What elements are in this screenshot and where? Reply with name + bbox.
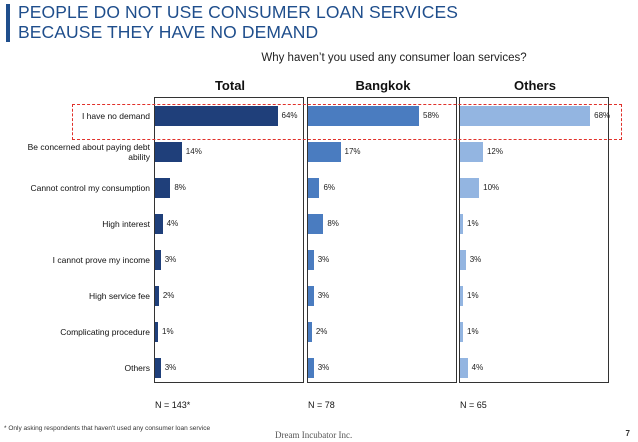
data-label: 6% <box>323 183 336 192</box>
bar <box>308 214 324 234</box>
bar <box>308 178 320 198</box>
category-label-line: High interest <box>102 219 150 229</box>
data-label: 3% <box>317 255 330 264</box>
category-label-line: ability <box>128 152 150 162</box>
footnote: * Only asking respondents that haven't u… <box>4 425 211 432</box>
category-label-line: Be concerned about paying debt <box>27 142 150 152</box>
category-label: High interest <box>0 219 150 229</box>
data-label: 68% <box>594 111 611 120</box>
bar <box>460 106 591 126</box>
survey-question: Why haven’t you used any consumer loan s… <box>261 52 527 64</box>
panel-title: Total <box>214 78 246 93</box>
title-line-2: BECAUSE THEY HAVE NO DEMAND <box>18 22 319 42</box>
data-label: 1% <box>467 327 479 336</box>
data-label: 8% <box>327 219 339 228</box>
bar <box>460 250 466 270</box>
bar <box>155 322 158 342</box>
category-label-line: Cannot control my consumption <box>30 183 150 193</box>
bar <box>460 142 483 162</box>
data-label: 12% <box>486 147 503 156</box>
bar <box>308 142 341 162</box>
bar <box>155 142 182 162</box>
page-number: 7 <box>625 429 630 438</box>
data-label: 14% <box>185 147 202 156</box>
bar <box>460 286 463 306</box>
category-label: Complicating procedure <box>0 327 150 337</box>
bar <box>155 106 278 126</box>
category-label: I cannot prove my income <box>0 255 150 265</box>
category-label-line: Complicating procedure <box>60 327 150 337</box>
sample-size-label: N = 143* <box>155 400 191 410</box>
category-label-line: I have no demand <box>81 111 150 121</box>
panel-title: Others <box>514 78 556 93</box>
data-label: 64% <box>281 111 298 120</box>
data-label: 8% <box>174 183 186 192</box>
highlight-dashed-box <box>72 104 622 140</box>
bar <box>460 358 468 378</box>
bar <box>308 286 314 306</box>
category-label-line: I cannot prove my income <box>52 255 150 265</box>
data-label: 4% <box>166 219 179 228</box>
category-label: I have no demand <box>0 111 150 121</box>
title-accent-bar <box>6 4 10 42</box>
data-label: 1% <box>162 327 174 336</box>
data-label: 4% <box>471 363 484 372</box>
bar <box>460 178 480 198</box>
category-label: Be concerned about paying debt ability <box>0 142 150 162</box>
data-label: 3% <box>317 291 330 300</box>
data-label: 10% <box>483 183 500 192</box>
bar <box>155 286 159 306</box>
bar <box>308 322 312 342</box>
bar <box>460 214 463 234</box>
data-label: 2% <box>162 291 175 300</box>
bar <box>460 322 463 342</box>
data-label: 3% <box>164 363 177 372</box>
bar <box>155 250 161 270</box>
category-label: Cannot control my consumption <box>0 183 150 193</box>
company-name: Dream Incubator Inc. <box>275 430 353 440</box>
bar <box>155 358 161 378</box>
data-label: 1% <box>467 291 479 300</box>
bar <box>155 178 171 198</box>
data-label: 3% <box>164 255 177 264</box>
panel-frame <box>307 97 457 383</box>
category-label-line: High service fee <box>89 291 150 301</box>
data-label: 2% <box>315 327 328 336</box>
data-label: 3% <box>469 255 482 264</box>
bar <box>308 250 314 270</box>
category-label-line: Others <box>124 363 150 373</box>
sample-size-label: N = 65 <box>460 400 487 410</box>
title-line-1: PEOPLE DO NOT USE CONSUMER LOAN SERVICES <box>18 2 458 22</box>
data-label: 1% <box>467 219 479 228</box>
panel-frame <box>154 97 304 383</box>
bar <box>155 214 163 234</box>
bar <box>308 358 314 378</box>
category-label: Others <box>0 363 150 373</box>
panel-frame <box>459 97 609 383</box>
data-label: 17% <box>344 147 361 156</box>
sample-size-label: N = 78 <box>308 400 335 410</box>
category-label: High service fee <box>0 291 150 301</box>
data-label: 3% <box>317 363 330 372</box>
panel-title: Bangkok <box>355 78 411 93</box>
data-label: 58% <box>423 111 440 120</box>
slide-title: PEOPLE DO NOT USE CONSUMER LOAN SERVICES… <box>18 2 618 42</box>
bar <box>308 106 420 126</box>
